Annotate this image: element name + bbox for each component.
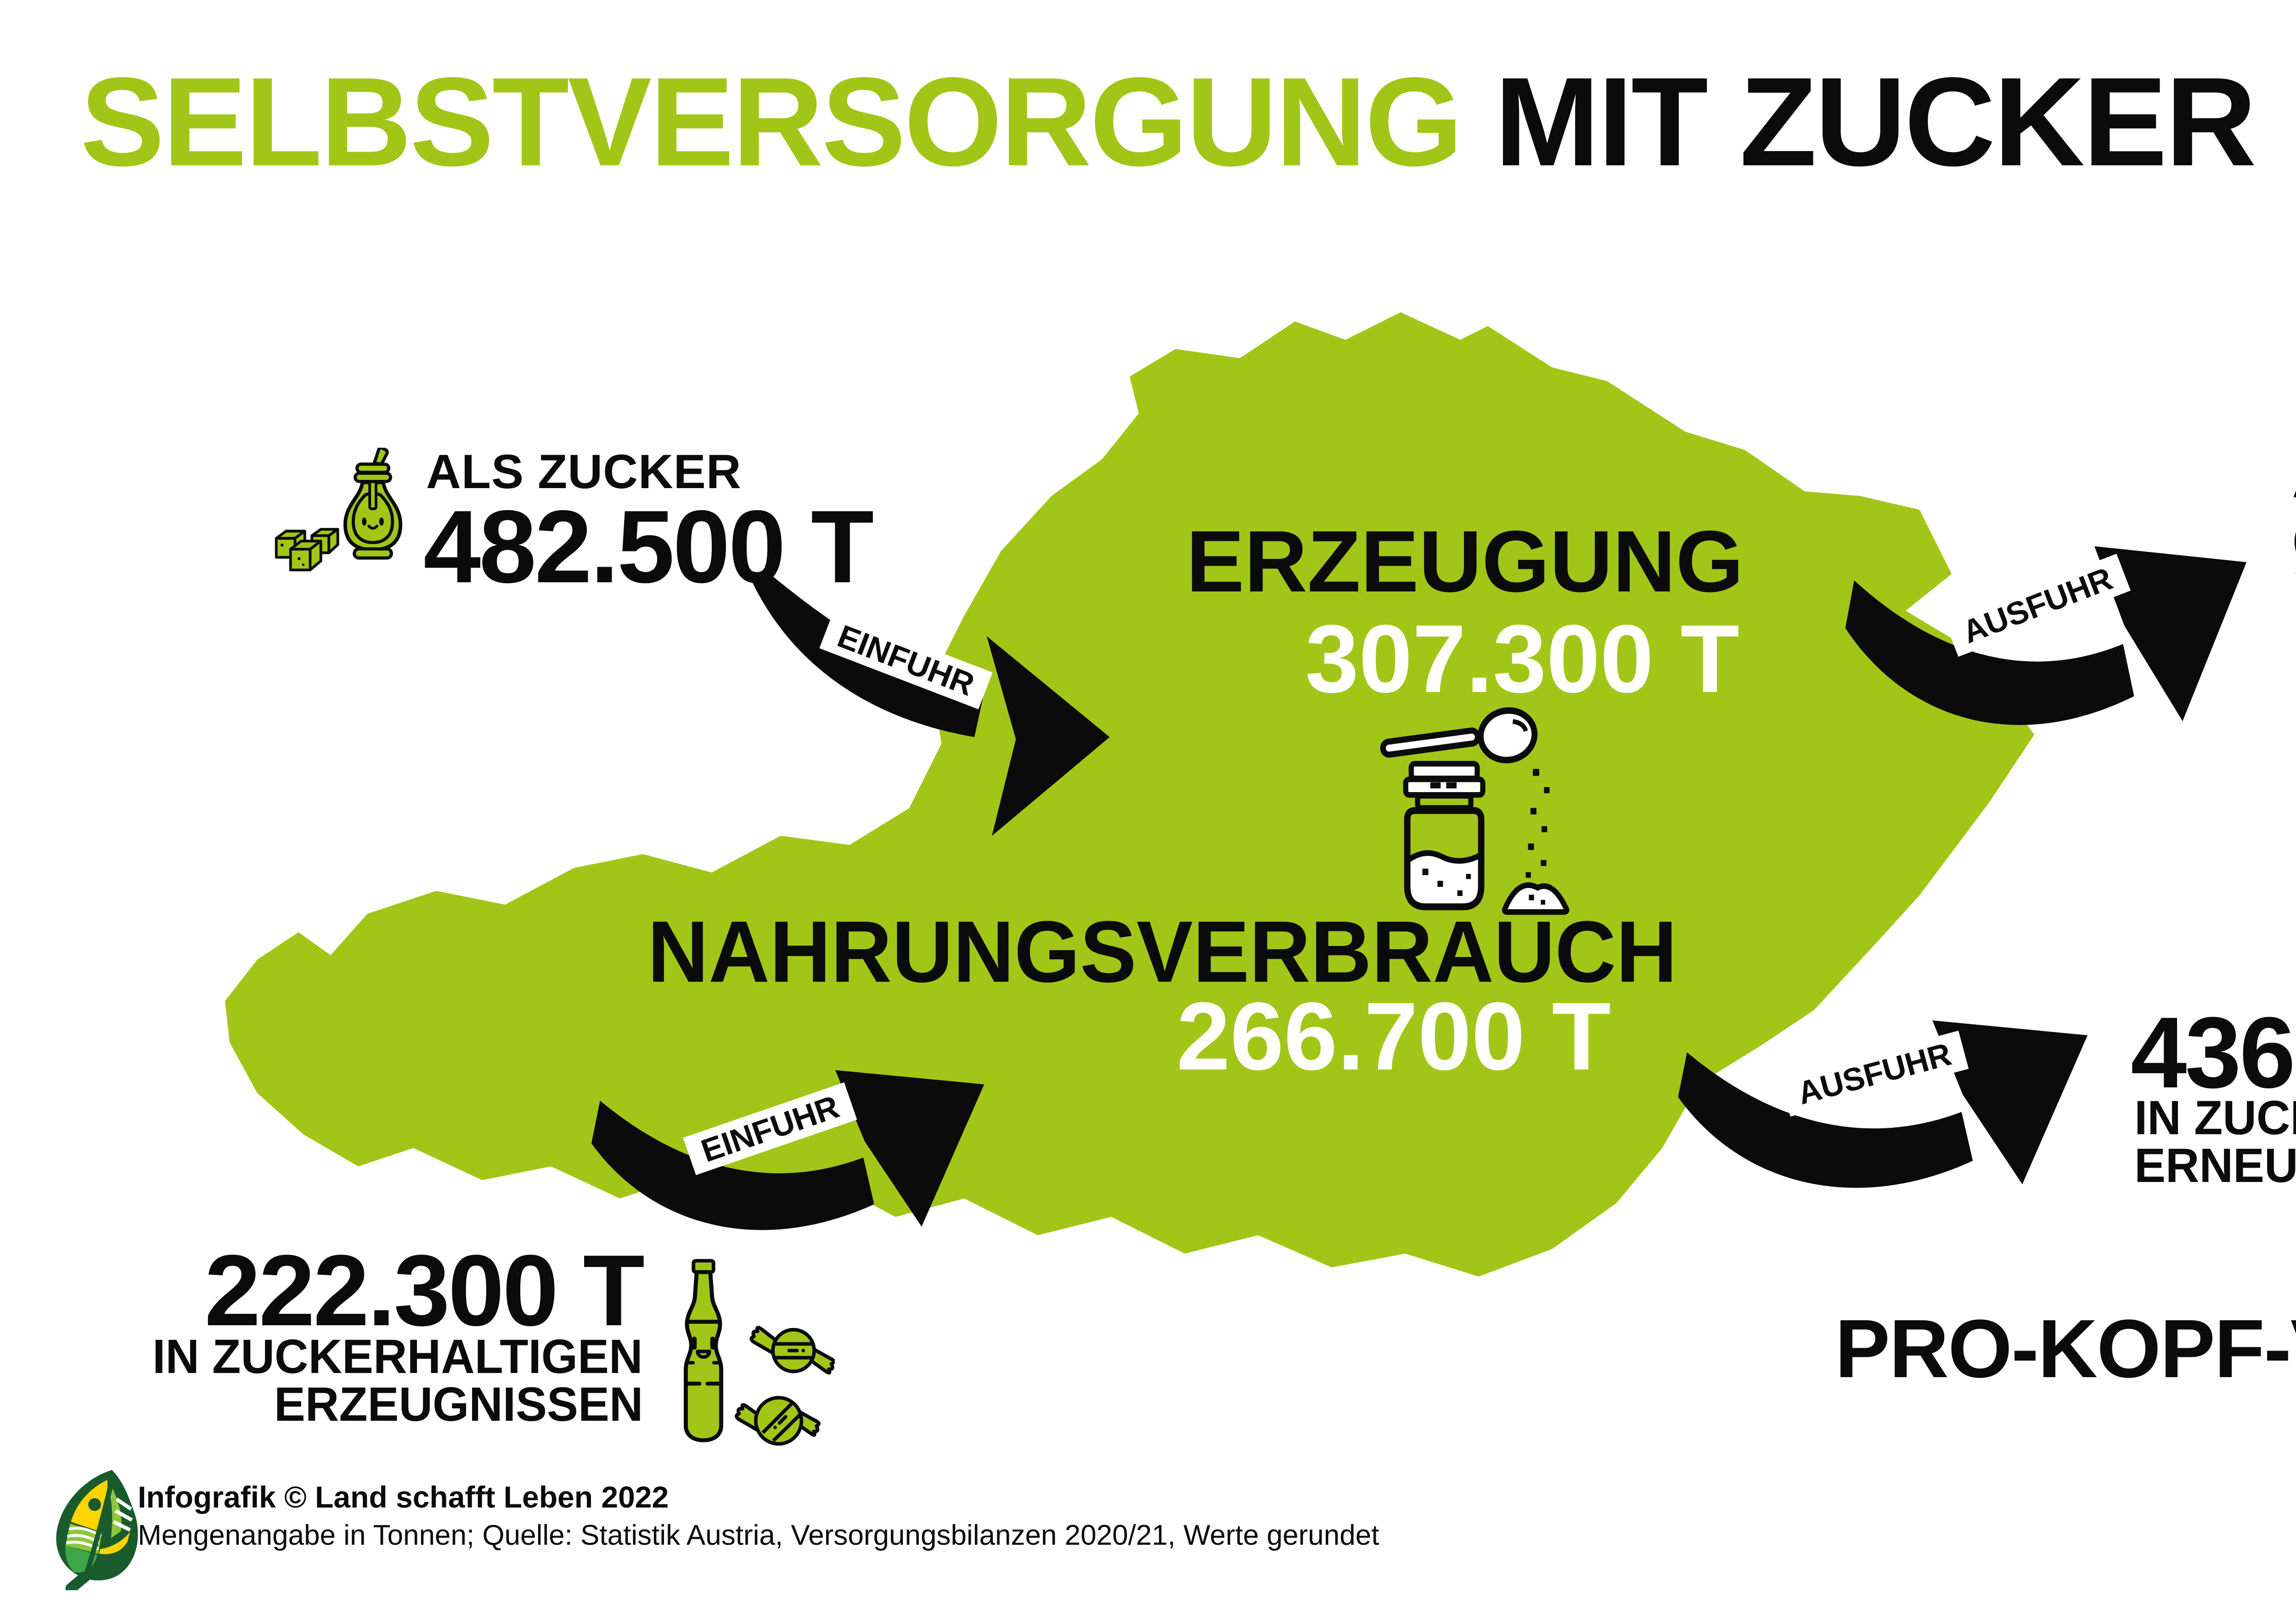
title-rest: MIT ZUCKER bbox=[1494, 51, 2257, 192]
import-products-caption-line2: ERZEUGNISSEN bbox=[274, 1378, 643, 1431]
footer-source: Mengenangabe in Tonnen; Quelle: Statisti… bbox=[138, 1519, 1379, 1551]
import-sugar-caption: ALS ZUCKER bbox=[426, 445, 742, 499]
import-sugar-value: 482.500 T bbox=[423, 489, 874, 604]
candies-icon bbox=[735, 1326, 835, 1446]
import-products-value: 222.300 T bbox=[204, 1234, 645, 1347]
consumption-label: NAHRUNGSVERBRAUCH bbox=[647, 903, 1677, 1001]
cola-bottle-icon bbox=[684, 1259, 723, 1442]
production-value: 307.300 T bbox=[1305, 605, 1739, 713]
page-title: SELBSTVERSORGUNG MIT ZUCKER bbox=[80, 59, 2257, 185]
footer-credit: Infografik © Land schafft Leben 2022 bbox=[138, 1480, 669, 1514]
sugar-jar-spoon-icon bbox=[1380, 707, 1570, 915]
export-sugar-caption: ALS ZUCKER bbox=[2292, 457, 2296, 505]
per-capita-label: PRO-KOPF-VERBRAUCH bbox=[1835, 1303, 2296, 1395]
austria-map bbox=[225, 312, 2034, 1277]
export-sugar-value: 97.900 T bbox=[2291, 504, 2296, 603]
sugar-dispenser-icon bbox=[343, 448, 403, 560]
production-label: ERZEUGUNG bbox=[1186, 513, 1744, 610]
export-products-caption-line1: IN ZUCKERHALTIGEN bbox=[2134, 1091, 2296, 1145]
consumption-value: 266.700 T bbox=[1176, 982, 1611, 1090]
export-products-value: 436.600 T bbox=[2131, 996, 2296, 1109]
leaf-logo-icon bbox=[56, 1469, 138, 1590]
title-highlight: SELBSTVERSORGUNG bbox=[80, 51, 1463, 192]
export-sugar-arrow-icon bbox=[1845, 546, 2247, 725]
spoon-icon bbox=[1380, 707, 1538, 764]
import-products-arrow-icon bbox=[591, 1070, 985, 1230]
export-products-caption-line2: ERNEUGNISSEN bbox=[2134, 1139, 2296, 1193]
export-products-arrow-icon bbox=[1678, 1020, 2088, 1188]
sugar-cubes-icon bbox=[275, 528, 339, 572]
import-products-caption-line1: IN ZUCKERHALTIGEN bbox=[152, 1330, 643, 1384]
